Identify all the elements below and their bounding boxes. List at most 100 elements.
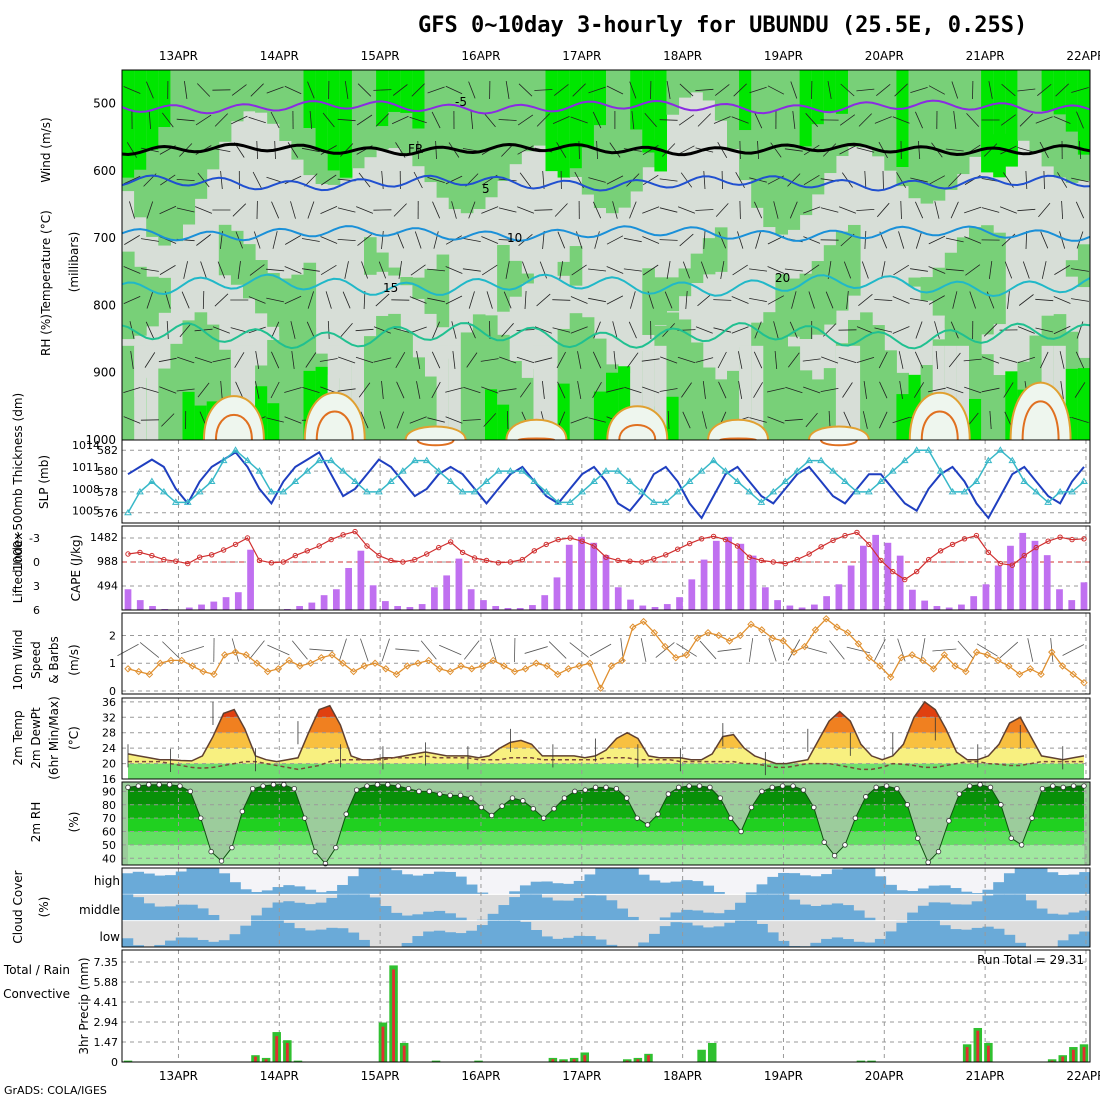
cloud-cell [541, 881, 552, 894]
rh-point [1061, 785, 1066, 790]
cloud-cell [337, 894, 348, 920]
rh-point [863, 794, 868, 799]
run-total-label: Run Total = 29.31 [977, 953, 1084, 967]
cape-bar [885, 543, 892, 610]
cloud-cell [197, 940, 208, 947]
cloud-cell [832, 937, 843, 947]
cloud-cell [552, 939, 563, 947]
rh-axis-label: (%) [67, 812, 81, 833]
top-date-label: 14APR [260, 49, 299, 63]
rh-mid-cell [219, 70, 232, 142]
cloud-cell [724, 923, 735, 947]
surface-wind-barb [181, 646, 204, 653]
cloud-cell [208, 868, 219, 894]
rh-point [365, 784, 370, 789]
rh-mid-cell [521, 70, 534, 151]
rh-point [1030, 816, 1035, 821]
cloud-layer-label: middle [79, 903, 120, 917]
rh-point [645, 823, 650, 828]
rh-high-cell [896, 394, 909, 440]
rh-high-cell [376, 70, 389, 126]
cloud-cell [1015, 894, 1026, 920]
cloud-cell [703, 927, 714, 947]
cloud-cell [380, 906, 391, 921]
rh-point [635, 816, 640, 821]
rh-high-cell [582, 70, 595, 147]
rh-mid-cell [981, 225, 994, 334]
cape-bar [321, 595, 328, 610]
cloud-cell [122, 938, 133, 947]
rh-high-cell [654, 70, 667, 171]
rh-mid-cell [461, 332, 474, 440]
cloud-cell [703, 913, 714, 921]
panel-left-label: SLP (mb) [37, 455, 51, 509]
rh-point [760, 789, 765, 794]
cloud-cell [283, 901, 294, 920]
precip-tick: 4.41 [94, 996, 119, 1009]
rh-point [1019, 843, 1024, 848]
rh-overlay [122, 782, 1090, 865]
cloud-cell [767, 877, 778, 894]
rh-tick: 90 [102, 785, 116, 798]
cape-bar [860, 546, 867, 610]
cape-bar [382, 601, 389, 610]
rh-mid-cell [860, 70, 873, 147]
cape-bar [823, 596, 830, 610]
rh-high-cell [412, 70, 425, 129]
surface-wind-barb [570, 643, 589, 658]
rh-point [126, 785, 131, 790]
top-date-label: 19APR [764, 49, 803, 63]
rh-point [489, 813, 494, 818]
top-date-label: 16APR [461, 49, 500, 63]
cape-bar [872, 535, 879, 610]
rh-mid-cell [570, 246, 583, 286]
wind-barb [507, 411, 508, 429]
cloud-cell [455, 933, 466, 947]
cloud-cell [724, 910, 735, 921]
cloud-cell [810, 943, 821, 947]
cloud-cell [326, 928, 337, 947]
precip-tick: 0 [111, 1056, 118, 1069]
surface-wind-barb [309, 649, 333, 651]
cloud-cell [853, 942, 864, 947]
rh-mid-cell [279, 70, 292, 141]
rh-mid-cell [691, 254, 704, 283]
cape-bar [836, 584, 843, 610]
precip-convective-bar [647, 1055, 650, 1062]
cloud-cell [326, 898, 337, 921]
cape-bar [394, 606, 401, 610]
rh-mid-cell [679, 70, 692, 98]
cloud-cell [369, 868, 380, 894]
cloud-cell [918, 921, 929, 947]
cloud-cell [1025, 900, 1036, 920]
cloud-cell [982, 896, 993, 921]
cloud-cell [144, 874, 155, 895]
cloud-cell [423, 932, 434, 947]
cloud-cell [251, 915, 262, 920]
rh-point [250, 786, 255, 791]
slp-tick-left: 1008 [72, 483, 100, 496]
cloud-cell [660, 926, 671, 947]
rh-point [936, 849, 941, 854]
cloud-cell [305, 930, 316, 947]
cloud-cell [939, 925, 950, 947]
cape-bar [627, 600, 634, 610]
rh-point [853, 816, 858, 821]
rh-mid-cell [146, 277, 159, 327]
cloud-cell [574, 881, 585, 894]
cape-bar [137, 600, 144, 610]
cloud-cell [1079, 911, 1090, 921]
rh-point [676, 785, 681, 790]
cloud-cell [466, 885, 477, 895]
cloud-cell [412, 936, 423, 947]
temp-tick: 32 [102, 711, 116, 724]
rh-point [271, 782, 276, 787]
rh-point [614, 786, 619, 791]
isotherm-label: -5 [455, 95, 467, 109]
rh-mid-cell [304, 263, 317, 336]
panel-left-label: & Barbs [47, 636, 61, 684]
wind-barb [883, 171, 884, 189]
cloud-cell [445, 872, 456, 894]
cape-bar [750, 556, 757, 610]
precip-convective-bar [1072, 1050, 1075, 1062]
